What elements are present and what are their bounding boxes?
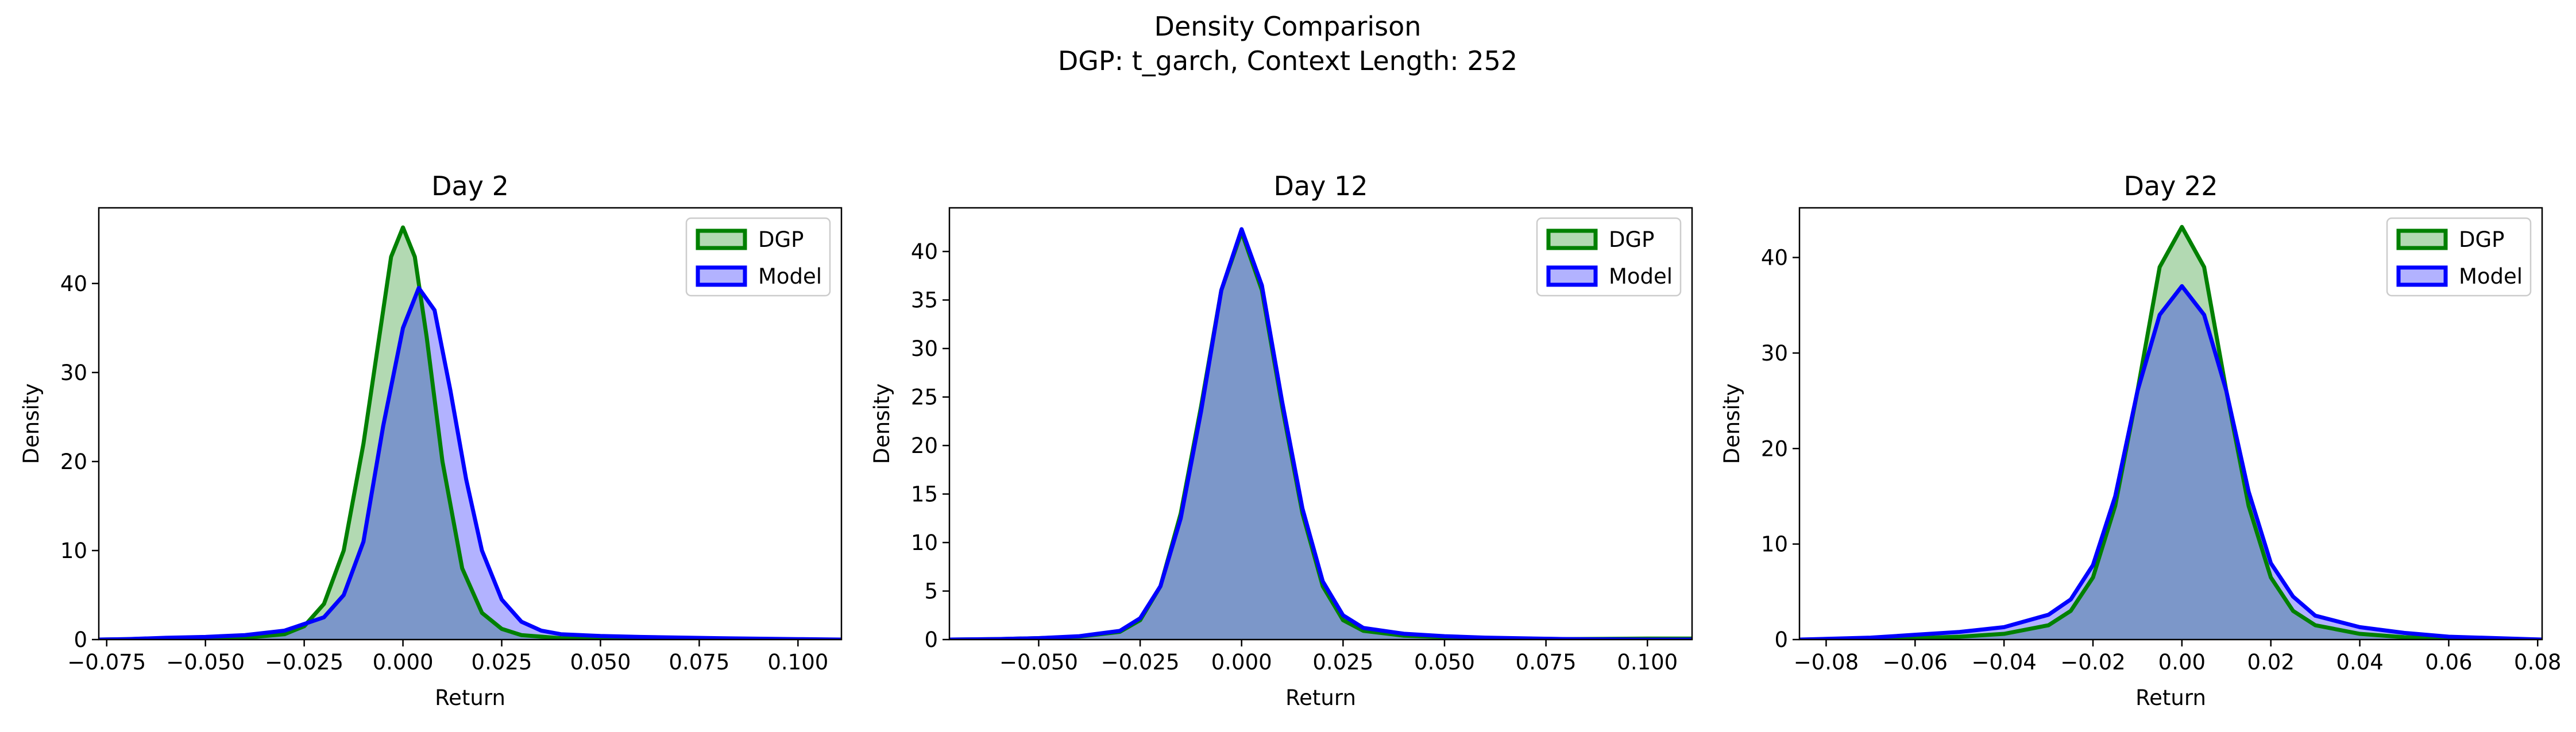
x-tick-label: −0.06 bbox=[1883, 650, 1948, 675]
legend-swatch-model bbox=[1546, 265, 1598, 287]
x-axis-label: Return bbox=[435, 685, 505, 710]
legend-swatch-dgp bbox=[696, 228, 747, 250]
y-tick-label: 20 bbox=[60, 450, 87, 474]
x-tick-label: 0.025 bbox=[472, 650, 532, 675]
figure-suptitle-line2: DGP: t_garch, Context Length: 252 bbox=[1058, 45, 1517, 76]
plot-area bbox=[1799, 224, 2542, 640]
legend: DGP Model bbox=[1536, 217, 1682, 297]
x-tick-label: −0.04 bbox=[1971, 650, 2036, 675]
y-tick-label: 35 bbox=[911, 288, 938, 313]
y-tick-label: 40 bbox=[1761, 246, 1788, 270]
legend-box bbox=[2386, 217, 2532, 297]
y-tick-label: 20 bbox=[1761, 436, 1788, 461]
legend-label-model: Model bbox=[2459, 264, 2523, 289]
legend-label-model: Model bbox=[758, 264, 822, 289]
y-tick-label: 40 bbox=[60, 272, 87, 296]
x-tick-label: −0.02 bbox=[2060, 650, 2125, 675]
panel-day-12: −0.050 −0.025 0.000 0.025 0.050 0.075 0.100 0 5 1… bbox=[870, 171, 1693, 710]
legend-swatch-model bbox=[696, 265, 747, 287]
legend-swatch-dgp bbox=[1546, 228, 1598, 250]
x-tick-label: 0.025 bbox=[1312, 650, 1373, 675]
panel-title: Day 22 bbox=[2124, 171, 2218, 202]
x-tick-label: −0.075 bbox=[67, 650, 146, 675]
y-tick-label: 25 bbox=[911, 385, 938, 410]
axes-frame bbox=[98, 207, 843, 641]
x-tick-label: 0.00 bbox=[2158, 650, 2206, 675]
x-tick-label: 0.000 bbox=[1211, 650, 1272, 675]
density-fill-model bbox=[1799, 286, 2542, 640]
x-tick-label: 0.02 bbox=[2247, 650, 2295, 675]
axes-frame bbox=[1798, 207, 2543, 641]
figure-suptitle-line1: Density Comparison bbox=[1154, 11, 1422, 42]
legend: DGP Model bbox=[2386, 217, 2532, 297]
x-tick-label: −0.025 bbox=[1101, 650, 1180, 675]
plot-area bbox=[99, 225, 841, 640]
legend-swatch-model bbox=[2396, 265, 2448, 287]
density-line-model bbox=[949, 227, 1692, 640]
x-tick-label: 0.100 bbox=[767, 650, 828, 675]
panel-day-22: −0.08 −0.06 −0.04 −0.02 0.00 0.02 0.04 0.06 0.08… bbox=[1720, 171, 2561, 710]
y-tick-label: 0 bbox=[74, 628, 87, 652]
y-tick-label: 0 bbox=[1774, 628, 1788, 652]
y-tick-label: 15 bbox=[911, 482, 938, 507]
panel-day-2: −0.075 −0.050 −0.025 0.000 0.025 0.050 0.075 0.… bbox=[19, 171, 843, 710]
density-fill-dgp bbox=[1799, 227, 2542, 640]
x-tick-label: 0.050 bbox=[1414, 650, 1475, 675]
density-line-model bbox=[1799, 284, 2542, 640]
x-axis-label: Return bbox=[2135, 685, 2206, 710]
x-tick-label: −0.050 bbox=[166, 650, 245, 675]
x-tick-label: 0.04 bbox=[2336, 650, 2383, 675]
axes-frame bbox=[948, 207, 1693, 641]
y-axis-label: Density bbox=[1720, 384, 1744, 464]
panel-title: Day 12 bbox=[1274, 171, 1368, 202]
y-tick-label: 5 bbox=[924, 579, 938, 604]
legend: DGP Model bbox=[685, 217, 831, 297]
y-tick-label: 0 bbox=[924, 628, 938, 652]
density-line-dgp bbox=[99, 225, 841, 640]
legend-label-dgp: DGP bbox=[758, 227, 804, 252]
x-tick-label: −0.050 bbox=[999, 650, 1078, 675]
y-tick-label: 30 bbox=[60, 361, 87, 385]
y-tick-label: 20 bbox=[911, 433, 938, 458]
y-tick-label: 30 bbox=[1761, 341, 1788, 366]
x-tick-label: −0.025 bbox=[265, 650, 343, 675]
legend-label-dgp: DGP bbox=[1609, 227, 1654, 252]
legend-label-dgp: DGP bbox=[2459, 227, 2504, 252]
legend-box bbox=[685, 217, 831, 297]
legend-swatch-dgp bbox=[2396, 228, 2448, 250]
x-tick-label: 0.075 bbox=[1516, 650, 1577, 675]
density-fill-model bbox=[99, 288, 841, 640]
x-tick-label: 0.08 bbox=[2514, 650, 2561, 675]
y-axis-label: Density bbox=[19, 384, 44, 464]
density-line-model bbox=[99, 286, 841, 640]
x-tick-label: 0.075 bbox=[669, 650, 729, 675]
y-tick-label: 10 bbox=[60, 539, 87, 563]
x-tick-label: 0.050 bbox=[570, 650, 631, 675]
x-tick-label: 0.100 bbox=[1617, 650, 1678, 675]
y-tick-label: 40 bbox=[911, 239, 938, 264]
y-tick-label: 30 bbox=[911, 336, 938, 361]
x-tick-label: 0.000 bbox=[373, 650, 434, 675]
x-tick-label: 0.06 bbox=[2425, 650, 2472, 675]
legend-label-model: Model bbox=[1609, 264, 1673, 289]
legend-box bbox=[1536, 217, 1682, 297]
y-tick-label: 10 bbox=[1761, 532, 1788, 557]
y-axis-label: Density bbox=[870, 384, 894, 464]
density-line-dgp bbox=[1799, 224, 2542, 640]
x-tick-label: −0.08 bbox=[1794, 650, 1859, 675]
y-tick-label: 10 bbox=[911, 530, 938, 555]
panel-title: Day 2 bbox=[431, 171, 509, 202]
plot-area bbox=[949, 227, 1692, 640]
x-axis-label: Return bbox=[1285, 685, 1356, 710]
